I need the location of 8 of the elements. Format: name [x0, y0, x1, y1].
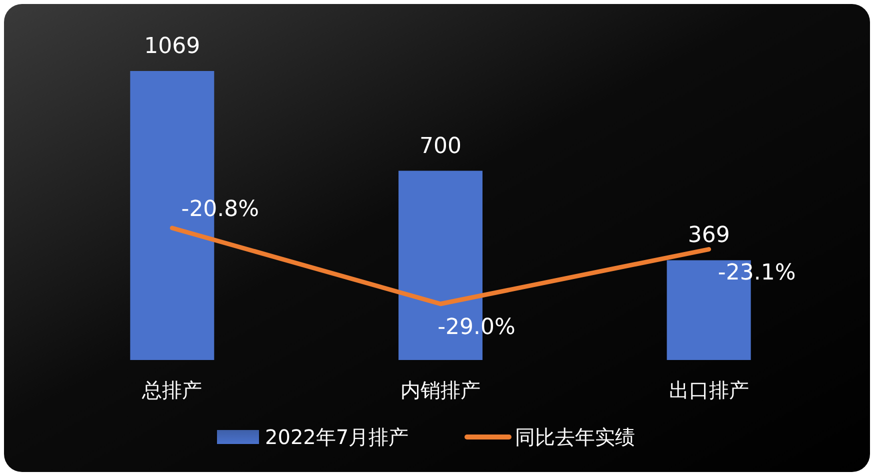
x-tick-label: 出口排产 [668, 378, 749, 402]
data-label: 1069 [144, 34, 200, 59]
data-label: 369 [688, 223, 730, 248]
legend-label: 2022年7月排产 [265, 425, 409, 449]
legend-label: 同比去年实绩 [515, 425, 635, 449]
x-tick-label: 内销排产 [400, 378, 480, 402]
x-tick-label: 总排产 [141, 378, 202, 402]
data-label: 700 [420, 134, 462, 159]
